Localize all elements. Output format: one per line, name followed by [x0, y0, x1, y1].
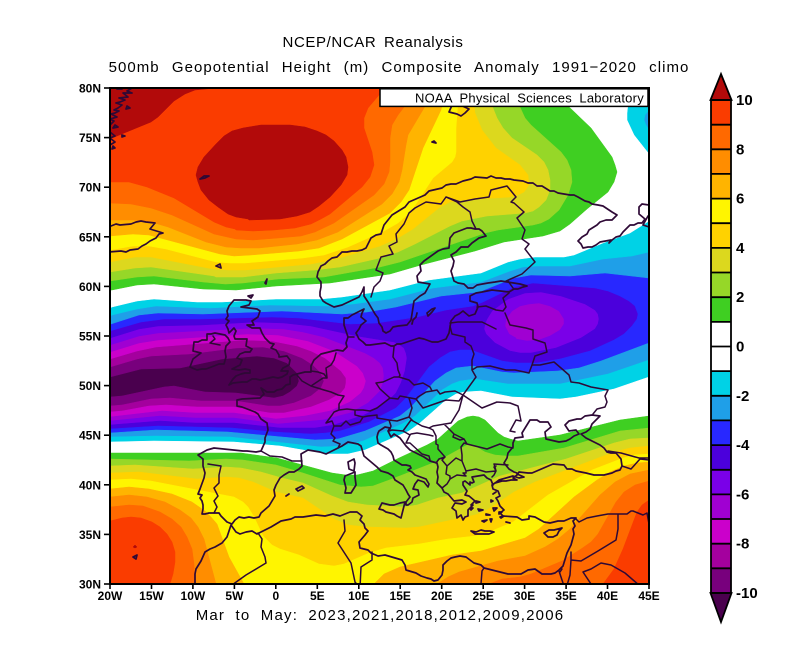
svg-text:40N: 40N [79, 478, 101, 492]
svg-text:30E: 30E [514, 589, 535, 603]
svg-text:15E: 15E [390, 589, 411, 603]
svg-text:20W: 20W [98, 589, 123, 603]
svg-text:55N: 55N [79, 330, 101, 344]
svg-text:50N: 50N [79, 379, 101, 393]
svg-text:6: 6 [736, 191, 744, 208]
svg-text:Mar to May: 2023,2021,2018,201: Mar to May: 2023,2021,2018,2012,2009,200… [196, 607, 565, 624]
svg-text:10W: 10W [181, 589, 206, 603]
svg-text:80N: 80N [79, 82, 101, 96]
svg-text:-8: -8 [736, 536, 749, 553]
svg-text:-4: -4 [736, 437, 750, 454]
svg-text:500mb Geopotential Height (m): 500mb Geopotential Height (m) Composite … [109, 59, 690, 76]
svg-text:8: 8 [736, 141, 744, 158]
svg-text:25E: 25E [473, 589, 494, 603]
svg-text:30N: 30N [79, 578, 101, 592]
svg-text:2: 2 [736, 289, 744, 306]
svg-text:5E: 5E [310, 589, 325, 603]
svg-text:35E: 35E [555, 589, 576, 603]
svg-text:15W: 15W [139, 589, 164, 603]
svg-text:70N: 70N [79, 181, 101, 195]
svg-text:-6: -6 [736, 486, 749, 503]
svg-text:45N: 45N [79, 429, 101, 443]
svg-text:0: 0 [736, 339, 744, 356]
svg-text:-10: -10 [736, 585, 758, 602]
svg-text:75N: 75N [79, 131, 101, 145]
svg-text:0: 0 [272, 589, 279, 603]
svg-text:10: 10 [736, 92, 753, 109]
svg-text:10E: 10E [348, 589, 369, 603]
svg-text:-2: -2 [736, 388, 749, 405]
svg-text:NCEP/NCAR Reanalysis: NCEP/NCAR Reanalysis [283, 34, 464, 51]
svg-text:5W: 5W [225, 589, 244, 603]
svg-text:65N: 65N [79, 230, 101, 244]
svg-text:NOAA Physical Sciences Laborat: NOAA Physical Sciences Laboratory [415, 91, 644, 106]
svg-text:20E: 20E [431, 589, 452, 603]
svg-text:4: 4 [736, 240, 745, 257]
svg-text:40E: 40E [597, 589, 618, 603]
svg-text:35N: 35N [79, 528, 101, 542]
svg-text:45E: 45E [638, 589, 659, 603]
svg-text:60N: 60N [79, 280, 101, 294]
